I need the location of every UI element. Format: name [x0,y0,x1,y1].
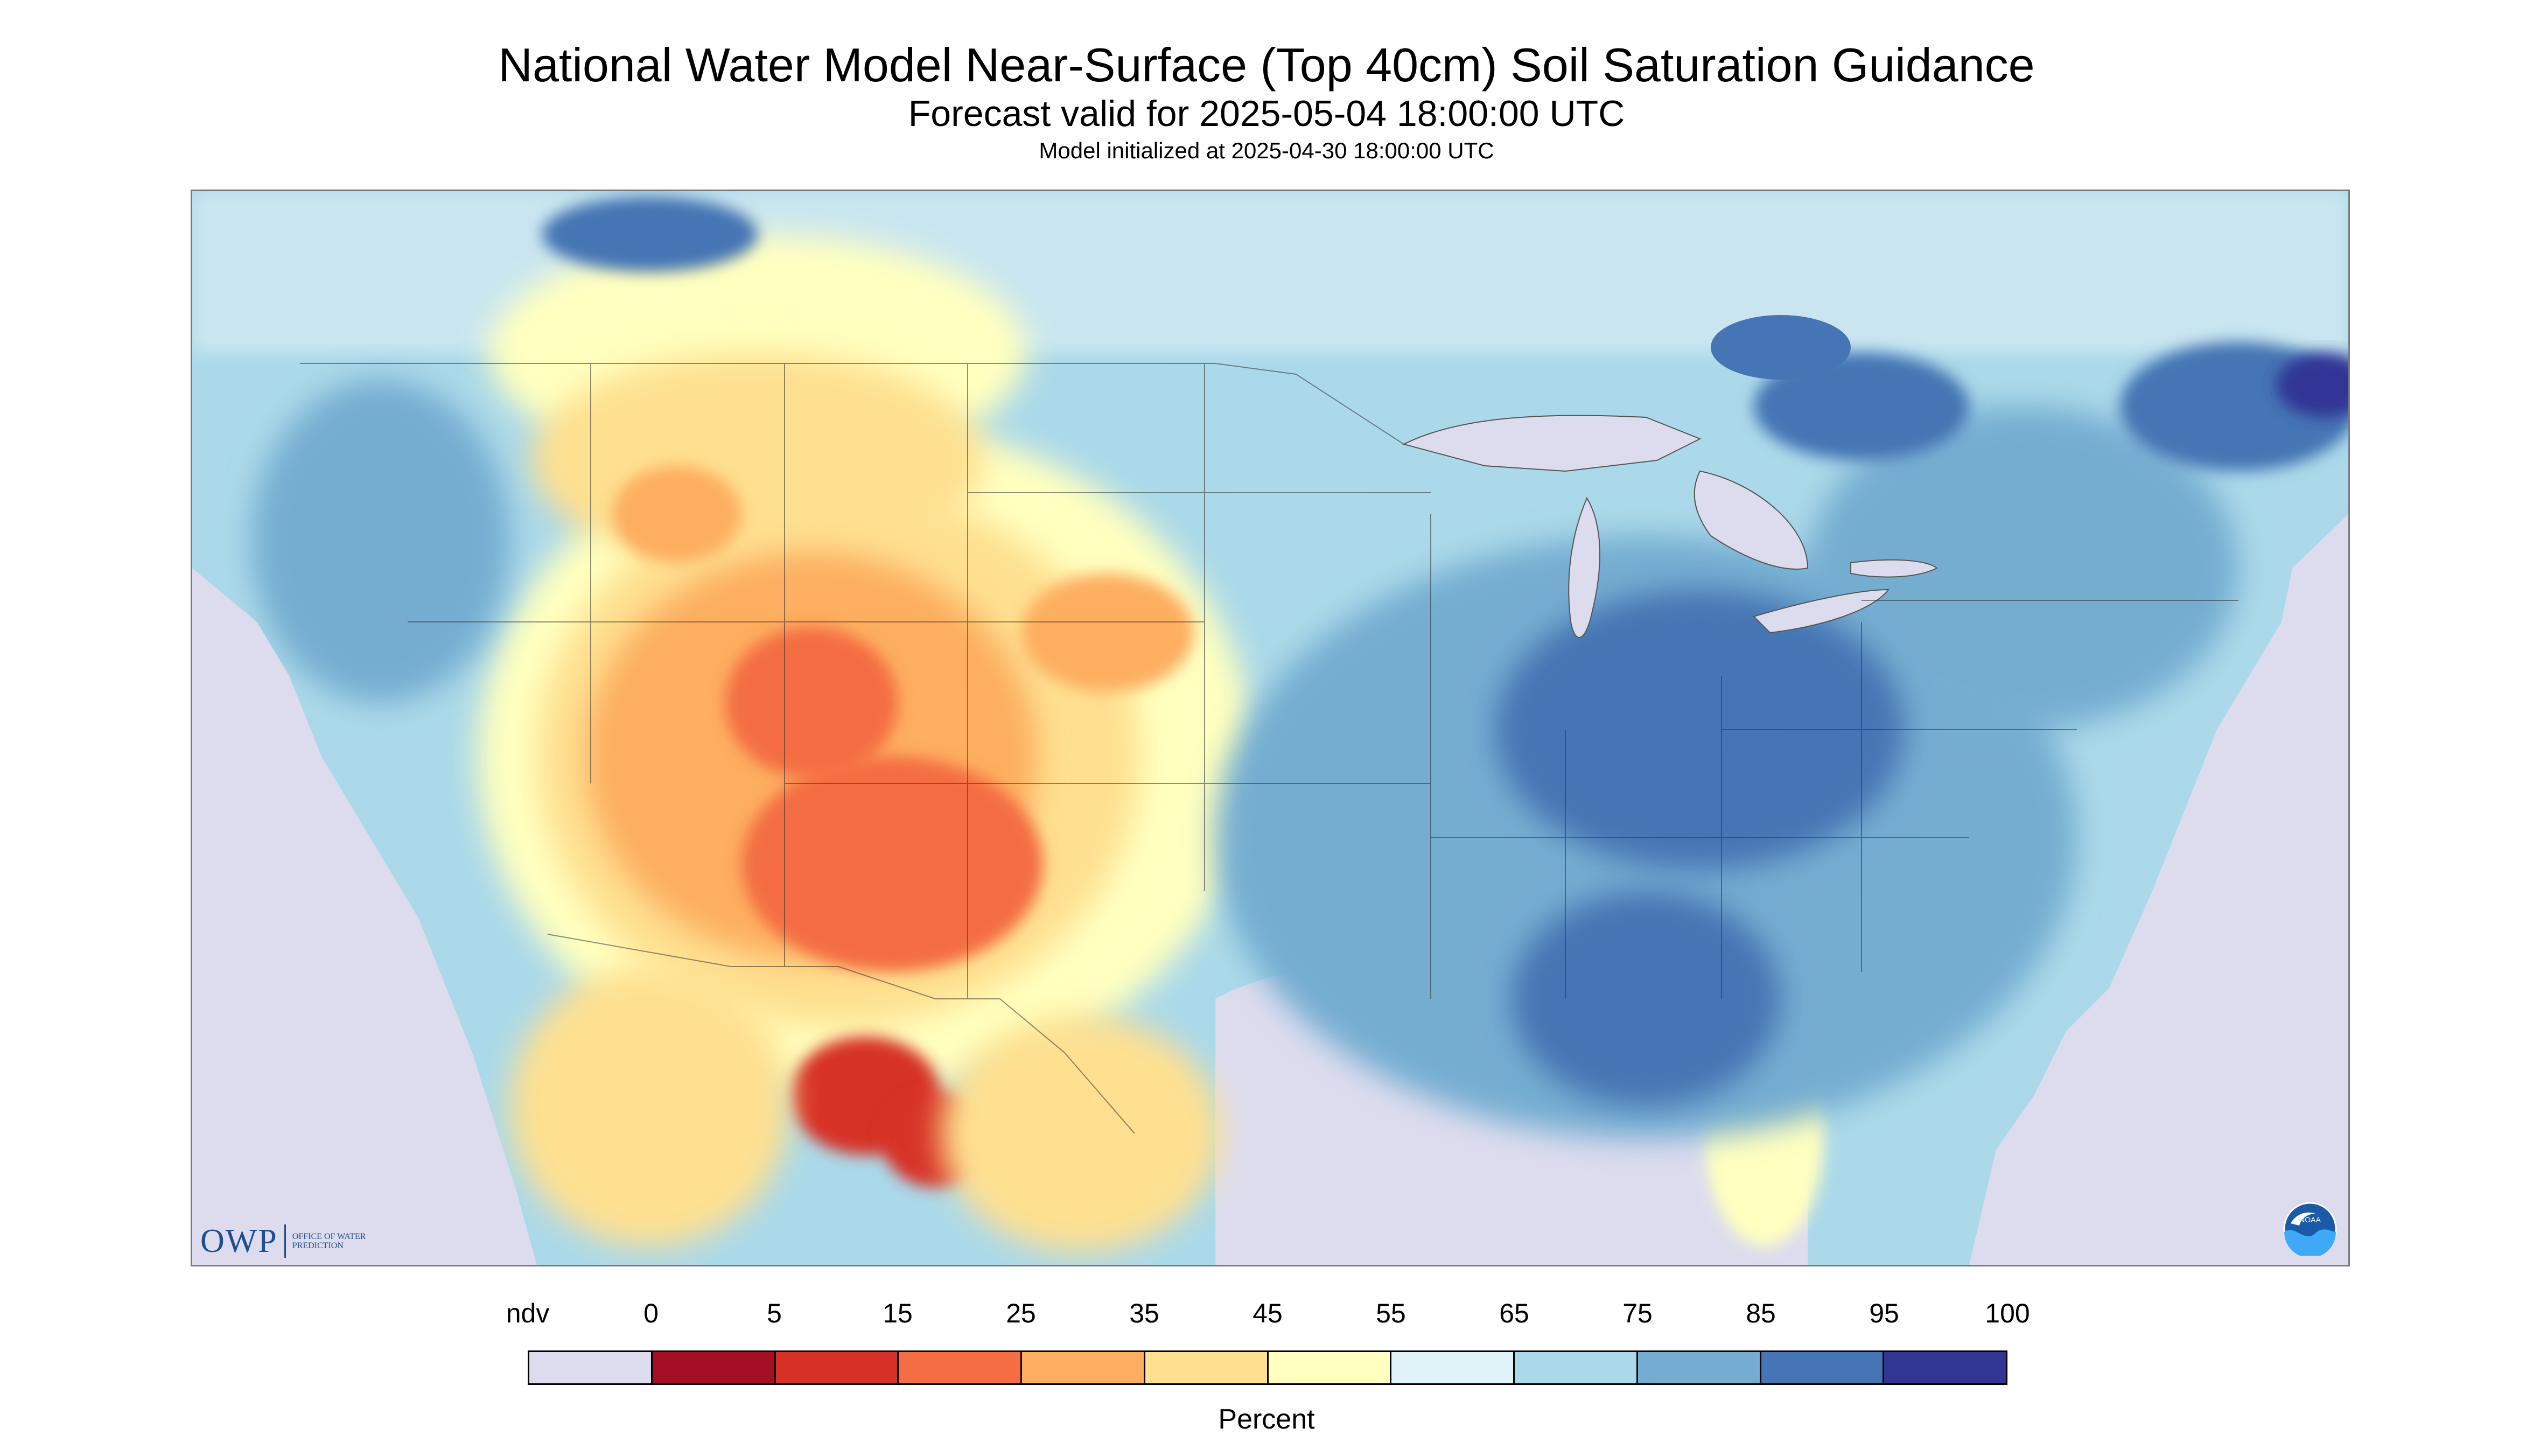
land-mass [192,191,2348,1265]
owp-logo: OWP OFFICE OF WATER PREDICTION [200,1222,373,1260]
legend-swatch [899,1352,1022,1383]
legend-units: Percent [1218,1404,1315,1435]
noaa-logo: NOAA [2283,1202,2337,1256]
legend-swatch [1515,1352,1638,1383]
legend-tick-label: 35 [1129,1298,1159,1328]
legend-tick-label: 95 [1869,1298,1899,1328]
legend-swatch [1145,1352,1269,1383]
owp-logo-text: OWP [200,1222,278,1259]
northern-ontario-wet-area [1711,315,1851,380]
legend-swatch [1638,1352,1761,1383]
lake-erie [1753,589,1890,634]
legend-tick-label: 25 [1006,1298,1036,1328]
forecast-valid-time: Forecast valid for 2025-05-04 18:00:00 U… [908,93,1625,134]
owp-logo-divider [284,1224,286,1258]
legend-tick-label: 15 [883,1298,913,1328]
soil-saturation-map[interactable] [191,190,2350,1266]
legend-tick-label: 65 [1499,1298,1529,1328]
legend-swatch [652,1352,776,1383]
legend-tick-label: 75 [1622,1298,1653,1328]
map-canvas [192,191,2348,1265]
political-boundaries [300,363,2238,1134]
legend-swatch [1884,1352,2006,1383]
noaa-logo-text: NOAA [2299,1215,2321,1224]
legend-tick-label: 100 [1985,1298,2030,1328]
map-title: National Water Model Near-Surface (Top 4… [498,38,2035,92]
legend-swatch [1391,1352,1515,1383]
legend-swatch [1761,1352,1885,1383]
lake-superior [1402,415,1702,472]
color-legend: ndv 0 5 15 25 35 45 55 65 75 85 95 100 Percent [0,1298,2533,1438]
legend-swatch [775,1352,899,1383]
lake-michigan [1568,496,1600,638]
legend-swatch [529,1352,653,1383]
lake-ontario [1850,559,1938,578]
model-init-time: Model initialized at 2025-04-30 18:00:00… [1039,138,1494,163]
lake-huron [1694,470,1809,570]
legend-tick-label: 0 [643,1298,659,1328]
legend-swatch [1022,1352,1145,1383]
owp-logo-subtext: OFFICE OF WATER PREDICTION [292,1232,366,1250]
legend-tick-label: 5 [767,1298,782,1328]
legend-tick-label: 85 [1746,1298,1776,1328]
legend-swatch [1268,1352,1392,1383]
legend-tick-label: 45 [1252,1298,1283,1328]
legend-tick-label: 55 [1376,1298,1406,1328]
legend-tick-label: ndv [506,1298,550,1328]
legend-color-bar [528,1350,2007,1385]
